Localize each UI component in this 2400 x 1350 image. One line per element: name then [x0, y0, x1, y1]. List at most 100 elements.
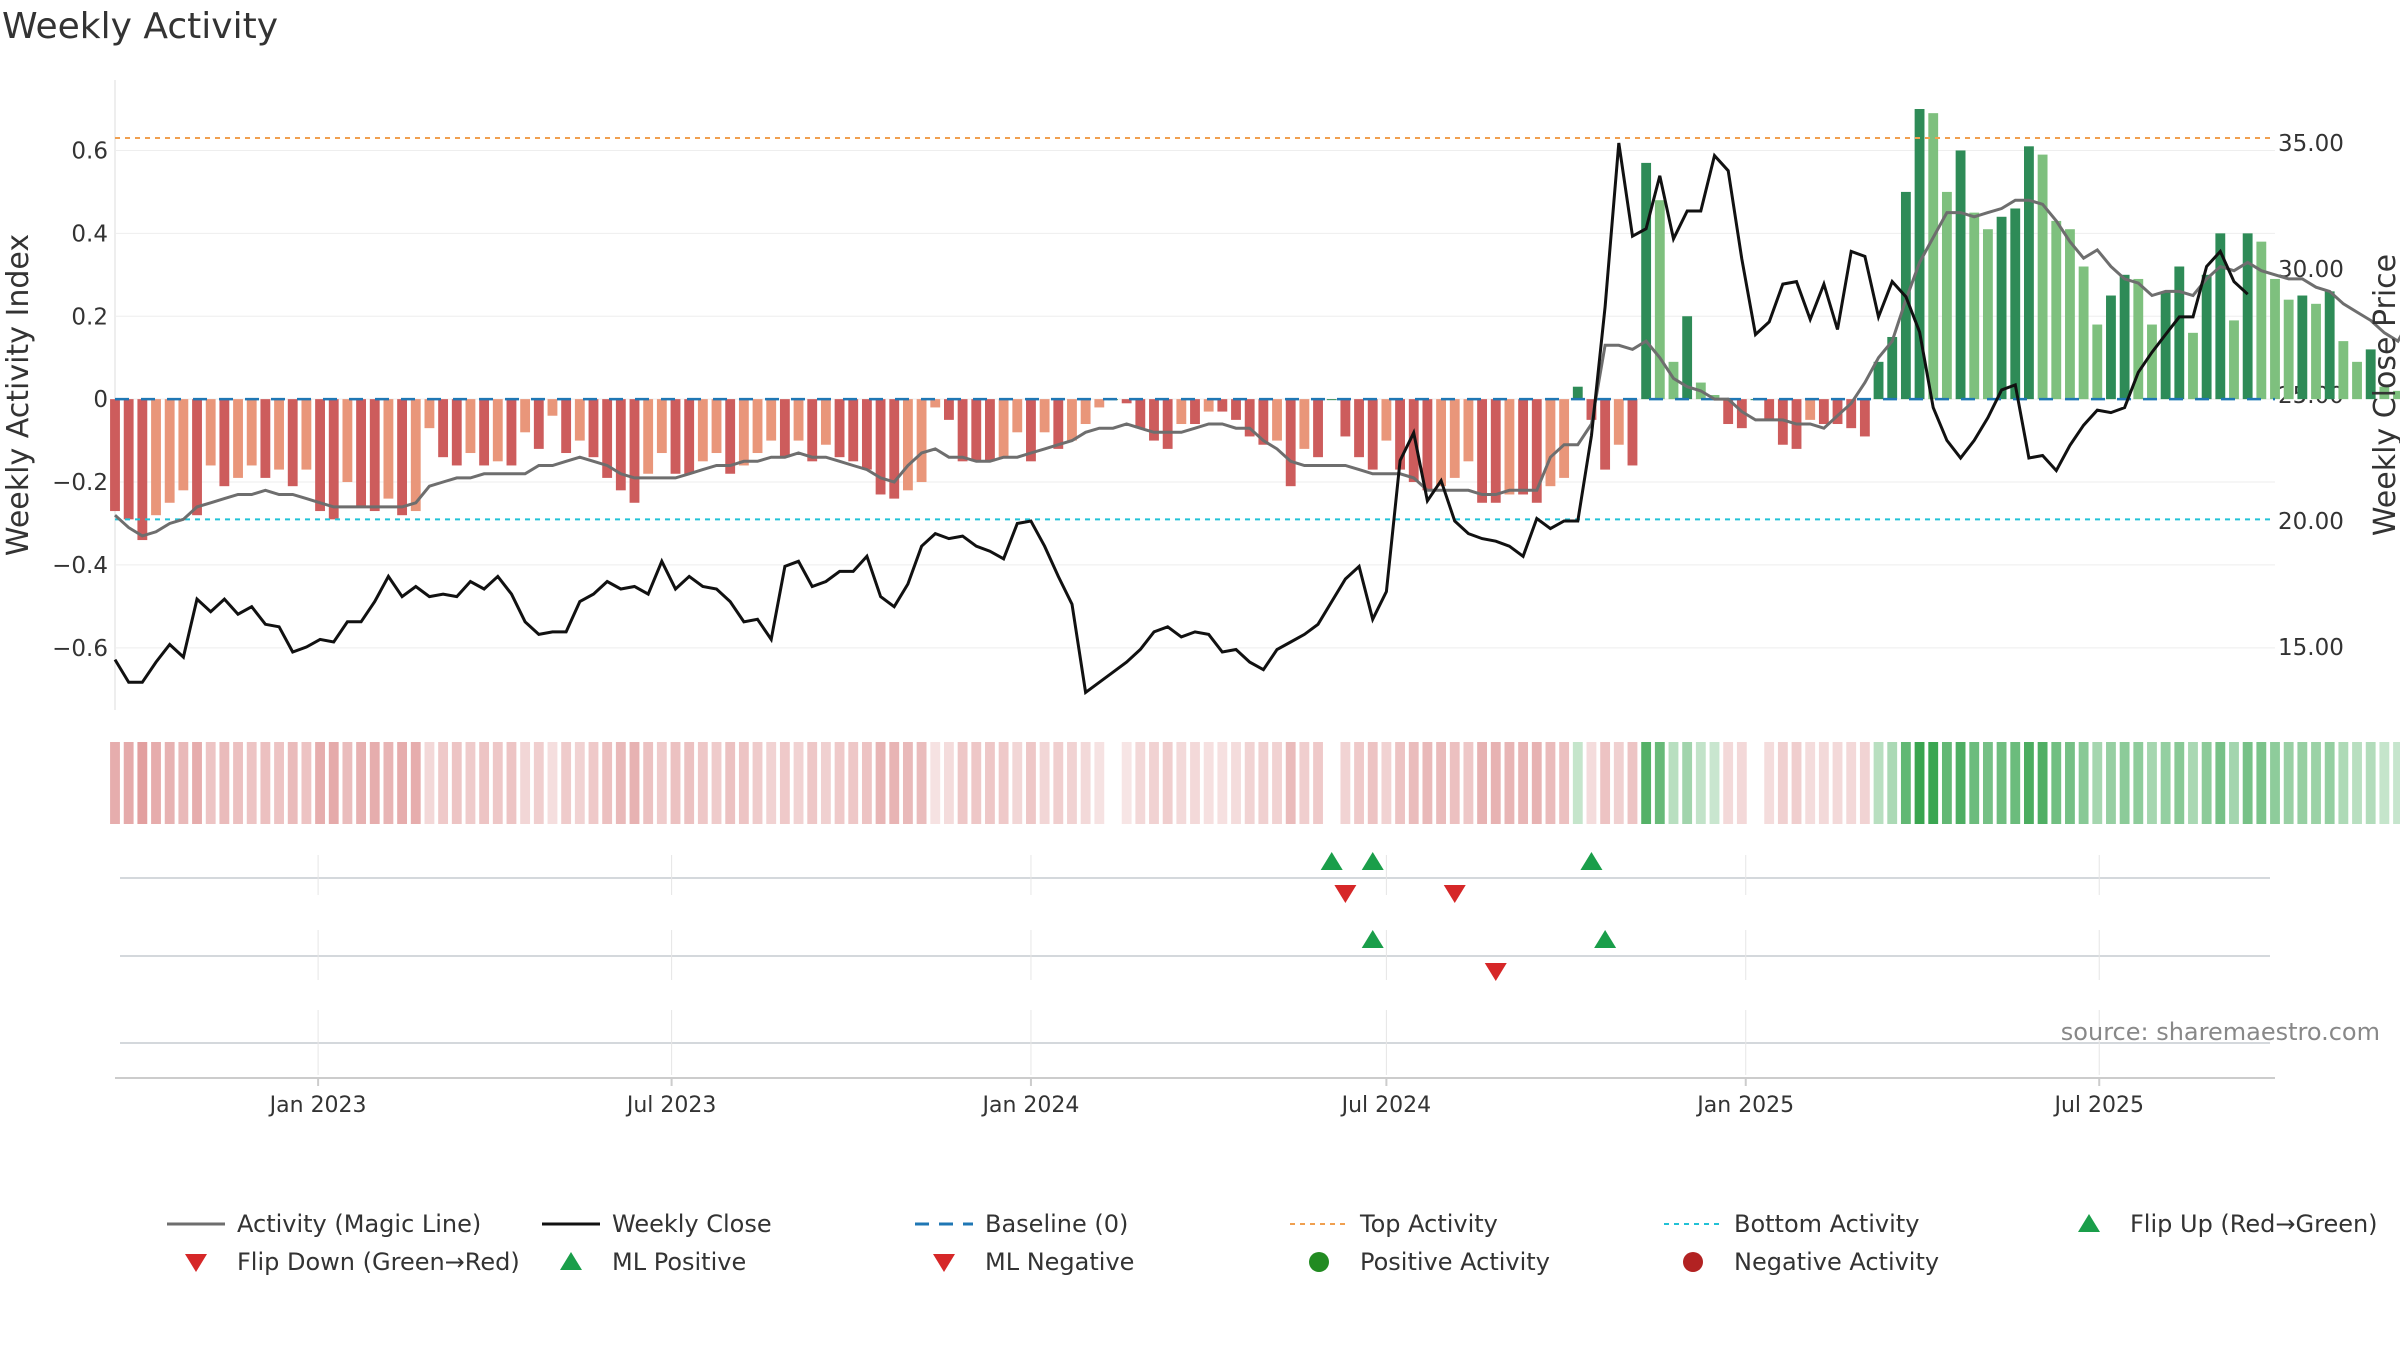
- activity-bar: [1067, 399, 1077, 441]
- activity-bar: [465, 399, 476, 454]
- activity-bar: [328, 399, 339, 520]
- heat-strip-cell: [383, 742, 394, 824]
- heat-strip-cell: [506, 742, 517, 824]
- heat-strip-cell: [1723, 742, 1734, 824]
- activity-bar: [274, 399, 284, 470]
- heat-strip-cell: [971, 742, 982, 824]
- heat-strip-cell: [1012, 742, 1023, 824]
- activity-bar: [1586, 399, 1597, 420]
- activity-bar: [1436, 399, 1446, 487]
- activity-bar: [1764, 399, 1775, 420]
- heat-strip-cell: [219, 742, 230, 824]
- magic-line-series: [113, 198, 2400, 538]
- legend-label: Positive Activity: [1360, 1248, 1550, 1276]
- activity-bar: [1600, 399, 1611, 470]
- activity-bar: [820, 399, 831, 445]
- activity-bar: [2174, 266, 2185, 400]
- heat-strip-cell: [2311, 742, 2321, 824]
- activity-bar: [151, 399, 161, 516]
- activity-bar: [1654, 200, 1665, 400]
- activity-bar: [807, 399, 818, 462]
- heat-strip-cell: [1545, 742, 1556, 824]
- heat-strip-cell: [342, 742, 353, 824]
- legend-label: Top Activity: [1359, 1210, 1498, 1238]
- activity-bar: [2051, 220, 2062, 400]
- heat-strip-cell: [1121, 742, 1132, 824]
- source-note: source: sharemaestro.com: [2061, 1018, 2380, 1046]
- heat-strip-cell: [1340, 742, 1351, 824]
- heat-strip-cell: [1818, 742, 1829, 824]
- activity-bar: [1449, 399, 1460, 478]
- activity-bar: [1285, 399, 1296, 487]
- activity-bar: [110, 399, 120, 512]
- heat-strip-cell: [438, 742, 449, 824]
- activity-bar: [2037, 154, 2048, 400]
- activity-bar: [233, 399, 243, 478]
- activity-bar: [1395, 399, 1405, 470]
- activity-bar: [752, 399, 763, 454]
- heat-strip-cell: [2215, 742, 2226, 824]
- heat-strip-cell: [137, 742, 148, 824]
- ml-positive-marker: [1361, 930, 1384, 948]
- activity-bar: [1162, 399, 1173, 449]
- legend-item-negact: Negative Activity: [1683, 1248, 1939, 1276]
- date-tick-label: Jan 2025: [1695, 1093, 1794, 1118]
- heat-strip-cell: [315, 742, 325, 824]
- activity-bar: [1244, 399, 1255, 437]
- activity-bar: [1736, 399, 1747, 429]
- heat-strip-cell: [274, 742, 284, 824]
- event-marker-rows: [120, 852, 2270, 1075]
- activity-bar: [2119, 274, 2130, 400]
- heat-strip-cell: [930, 742, 941, 824]
- heat-strip-cell: [1559, 742, 1570, 824]
- legend-item-close: Weekly Close: [542, 1210, 772, 1238]
- heat-strip-cell: [1149, 742, 1159, 824]
- activity-bar: [1408, 399, 1419, 483]
- heat-strip-cell: [1996, 742, 2007, 824]
- heat-strip-cell: [670, 742, 681, 824]
- heat-strip-cell: [561, 742, 572, 824]
- heat-strip-cell: [2338, 742, 2349, 824]
- heat-strip-cell: [1900, 742, 1911, 824]
- heat-strip-cell: [752, 742, 763, 824]
- heat-strip-cell: [1654, 742, 1665, 824]
- heat-strip-cell: [1176, 742, 1187, 824]
- activity-bar: [1367, 399, 1378, 470]
- activity-bar: [1039, 399, 1050, 433]
- activity-bar: [916, 399, 927, 483]
- activity-bar: [1149, 399, 1159, 441]
- heat-strip-cell: [2393, 742, 2400, 824]
- heat-strip-cell: [2365, 742, 2376, 824]
- activity-bar: [889, 399, 900, 499]
- activity-bar: [944, 399, 954, 420]
- legend-label: Flip Up (Red→Green): [2130, 1210, 2378, 1238]
- activity-bar: [2379, 386, 2390, 400]
- activity-bar: [1217, 399, 1228, 412]
- activity-bar: [1340, 399, 1351, 437]
- activity-bar: [2393, 390, 2400, 400]
- heat-strip-cell: [1928, 742, 1939, 824]
- activity-bar: [1504, 399, 1515, 495]
- activity-bar: [1053, 399, 1064, 449]
- heat-strip-cell: [2379, 742, 2390, 824]
- activity-bar: [2024, 146, 2034, 400]
- heat-strip-cell: [1080, 742, 1091, 824]
- heat-strip-cell: [957, 742, 968, 824]
- heat-strip-cell: [902, 742, 913, 824]
- left-tick-label: −0.2: [52, 470, 108, 496]
- flip-up-marker: [1580, 852, 1603, 870]
- heat-strip-cell: [205, 742, 216, 824]
- heat-strip-cell: [1422, 742, 1433, 824]
- heat-strip-cell: [1982, 742, 1993, 824]
- activity-bar: [2078, 266, 2089, 400]
- activity-bar: [1805, 399, 1816, 420]
- heat-strip-cell: [2160, 742, 2171, 824]
- heat-strip-cell: [738, 742, 749, 824]
- weekly-close-series: [113, 142, 2249, 696]
- activity-bar: [246, 399, 257, 466]
- heat-strip-cell: [848, 742, 859, 824]
- heat-strip-cell: [766, 742, 777, 824]
- activity-bar: [383, 399, 394, 499]
- heat-strip-cell: [588, 742, 599, 824]
